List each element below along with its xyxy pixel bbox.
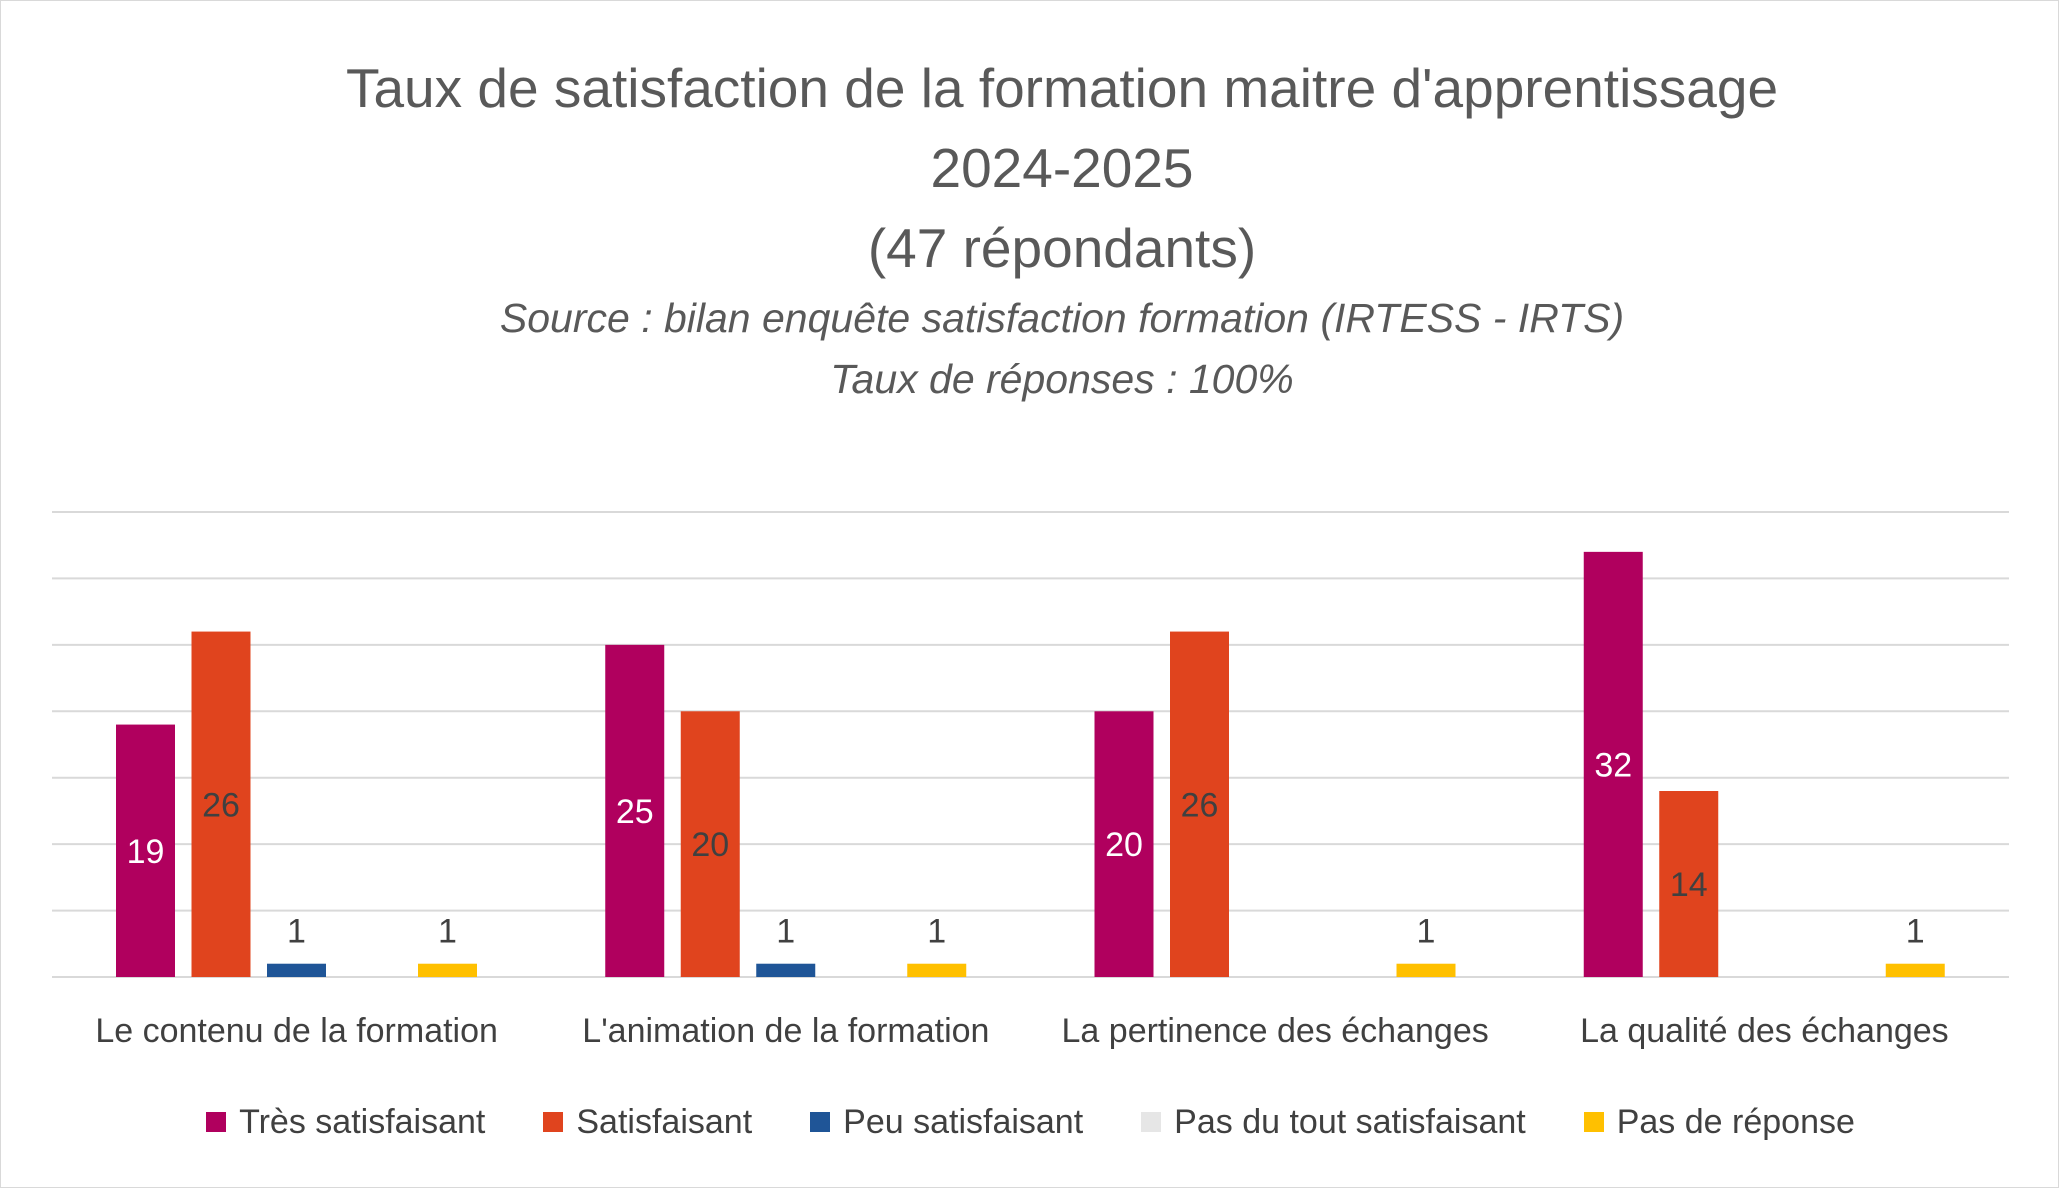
x-tick-label-3: La pertinence des échanges <box>1062 1012 1489 1050</box>
x-tick-label-1: Le contenu de la formation <box>95 1012 498 1050</box>
data-label-peu-satisfaisant-1: 1 <box>287 913 306 951</box>
bar-pas-de-reponse-2 <box>907 963 967 977</box>
data-label-pas-de-reponse-4: 1 <box>1906 913 1925 951</box>
bar-satisfaisant-2 <box>680 711 740 977</box>
data-label-tres-satisfaisant-2: 25 <box>616 793 654 831</box>
subtitle-response-rate: Taux de réponses : 100% <box>830 356 1294 402</box>
data-label-pas-de-reponse-3: 1 <box>1417 913 1436 951</box>
x-tick-label-2: L'animation de la formation <box>582 1012 989 1050</box>
data-label-tres-satisfaisant-4: 32 <box>1594 746 1632 784</box>
bar-peu-satisfaisant-2 <box>756 963 816 977</box>
data-label-satisfaisant-2: 20 <box>691 826 729 864</box>
x-tick-label-4: La qualité des échanges <box>1580 1012 1949 1050</box>
legend-swatch-satisfaisant <box>543 1112 564 1132</box>
legend-item-satisfaisant: Satisfaisant <box>543 1103 752 1142</box>
title-year: 2024-2025 <box>930 137 1194 199</box>
legend-label-satisfaisant: Satisfaisant <box>576 1102 753 1141</box>
legend-item-tres-satisfaisant: Très satisfaisant <box>206 1103 485 1142</box>
data-label-peu-satisfaisant-2: 1 <box>776 913 795 951</box>
bar-satisfaisant-4 <box>1659 791 1719 977</box>
legend-item-peu-satisfaisant: Peu satisfaisant <box>810 1103 1083 1142</box>
legend-swatch-pas-de-reponse <box>1583 1112 1604 1132</box>
legend-swatch-peu-satisfaisant <box>810 1112 831 1132</box>
bar-satisfaisant-1 <box>191 631 251 977</box>
title-respondents: (47 répondants) <box>867 217 1257 279</box>
legend-label-pas-du-tout-satisfaisant: Pas du tout satisfaisant <box>1174 1102 1526 1141</box>
bar-pas-de-reponse-4 <box>1885 963 1945 977</box>
legend-swatch-pas-du-tout-satisfaisant <box>1141 1112 1162 1132</box>
legend-label-peu-satisfaisant: Peu satisfaisant <box>843 1102 1084 1141</box>
bar-tres-satisfaisant-2 <box>605 644 665 977</box>
bar-pas-de-reponse-3 <box>1396 963 1456 977</box>
legend-label-pas-de-reponse: Pas de réponse <box>1616 1102 1855 1141</box>
data-label-satisfaisant-4: 14 <box>1670 866 1708 904</box>
legend-swatch-tres-satisfaisant <box>206 1112 227 1132</box>
bar-tres-satisfaisant-4 <box>1583 551 1643 977</box>
data-label-tres-satisfaisant-3: 20 <box>1105 826 1143 864</box>
legend-item-pas-du-tout-satisfaisant: Pas du tout satisfaisant <box>1141 1103 1526 1142</box>
bar-peu-satisfaisant-1 <box>267 963 326 977</box>
chart-legend: Très satisfaisant Satisfaisant Peu satisfa… <box>0 1094 2061 1150</box>
bar-pas-de-reponse-1 <box>418 963 477 977</box>
data-label-pas-de-reponse-1: 1 <box>438 913 457 951</box>
bar-satisfaisant-3 <box>1170 631 1229 977</box>
data-label-pas-de-reponse-2: 1 <box>927 913 946 951</box>
legend-label-tres-satisfaisant: Très satisfaisant <box>239 1102 486 1141</box>
chart-title: Taux de satisfaction de la formation mai… <box>0 48 2061 410</box>
legend-item-pas-de-reponse: Pas de réponse <box>1583 1102 1855 1142</box>
subtitle-source: Source : bilan enquête satisfaction form… <box>499 295 1625 341</box>
bar-tres-satisfaisant-1 <box>116 724 175 977</box>
data-label-satisfaisant-1: 26 <box>202 786 240 824</box>
data-label-tres-satisfaisant-1: 19 <box>127 833 165 871</box>
title-main: Taux de satisfaction de la formation mai… <box>345 57 1779 119</box>
data-label-satisfaisant-3: 26 <box>1181 786 1219 824</box>
bar-tres-satisfaisant-3 <box>1094 711 1154 977</box>
